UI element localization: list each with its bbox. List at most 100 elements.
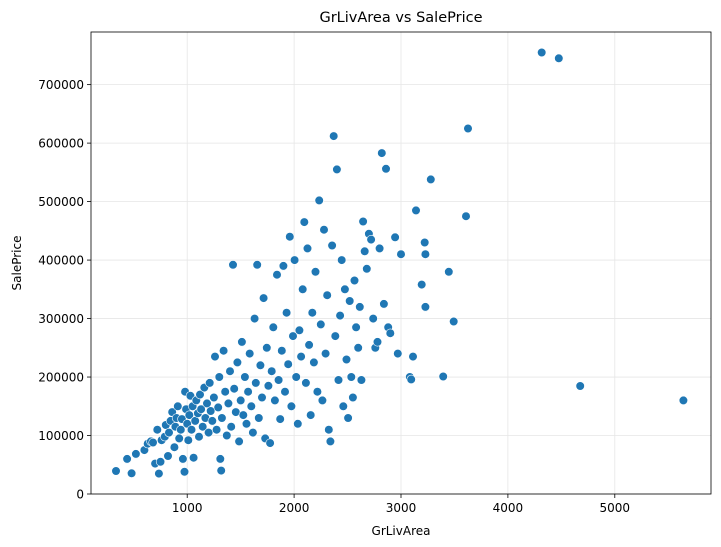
data-point (348, 392, 358, 403)
data-point (241, 419, 252, 429)
data-point (178, 454, 188, 464)
x-tick-label: 2000 (279, 501, 310, 515)
data-point (212, 425, 222, 435)
data-point (345, 296, 355, 306)
data-point (330, 331, 340, 341)
data-point (219, 346, 229, 356)
data-point (277, 346, 287, 356)
x-tick-label: 5000 (600, 501, 631, 515)
data-point (353, 343, 363, 353)
y-tick-label: 300000 (38, 312, 84, 326)
data-point (278, 261, 289, 271)
data-point (322, 290, 332, 300)
data-point (426, 174, 436, 184)
data-point (449, 316, 459, 327)
data-point (209, 392, 219, 403)
data-point (250, 314, 260, 324)
data-point (288, 331, 298, 341)
x-tick-label: 3000 (386, 501, 417, 515)
data-point (372, 337, 383, 347)
data-point (263, 381, 274, 391)
data-point (196, 404, 206, 414)
data-point (355, 302, 365, 312)
data-point (152, 425, 162, 435)
data-point (411, 205, 421, 215)
data-point (340, 284, 350, 294)
data-point (335, 311, 345, 321)
data-point (195, 390, 205, 400)
data-point (296, 352, 306, 362)
data-point (537, 47, 547, 58)
data-point (205, 378, 215, 388)
data-point (246, 401, 256, 411)
y-tick-label: 100000 (38, 429, 84, 443)
data-point (325, 436, 336, 447)
data-point (245, 349, 255, 359)
data-point (316, 319, 326, 330)
data-points (111, 47, 689, 479)
data-point (214, 372, 224, 382)
data-point (377, 148, 387, 158)
data-point (379, 299, 389, 309)
data-point (232, 357, 242, 368)
data-point (282, 308, 292, 318)
data-point (390, 232, 400, 242)
data-point (280, 387, 290, 397)
data-point (366, 235, 376, 245)
data-point (228, 260, 238, 270)
data-point (575, 381, 585, 391)
data-point (163, 451, 173, 461)
data-point (213, 402, 223, 413)
data-point (268, 322, 278, 332)
axes: 1000 2000 3000 4000 5000 0 100000 200000 300000 4… (38, 78, 630, 515)
data-point (438, 371, 448, 382)
data-point (321, 349, 331, 359)
data-point (267, 366, 277, 376)
data-point (127, 468, 137, 478)
data-point (463, 123, 473, 134)
data-point (225, 366, 235, 376)
data-point (337, 255, 347, 265)
data-point (252, 260, 262, 270)
data-point (190, 416, 200, 426)
data-point (216, 466, 226, 476)
data-point (375, 243, 385, 253)
data-point (327, 240, 337, 251)
chart-title: GrLivArea vs SalePrice (319, 10, 482, 26)
data-point (417, 280, 427, 290)
y-tick-label: 200000 (38, 370, 84, 384)
data-point (254, 413, 264, 423)
data-point (309, 357, 319, 368)
data-point (189, 453, 199, 463)
data-point (678, 395, 689, 406)
data-point (243, 387, 253, 397)
data-point (358, 216, 368, 227)
data-point (317, 395, 328, 406)
data-point (215, 454, 225, 464)
data-point (169, 442, 179, 452)
data-point (270, 395, 280, 406)
data-point (302, 243, 313, 253)
data-point (202, 398, 212, 409)
data-point (217, 413, 227, 423)
data-point (444, 267, 454, 277)
data-point (131, 449, 141, 459)
data-point (283, 359, 293, 369)
data-point (237, 337, 247, 347)
y-tick-label: 0 (76, 487, 84, 501)
data-point (338, 401, 348, 411)
data-point (255, 360, 266, 370)
data-point (174, 433, 184, 444)
data-point (265, 438, 275, 448)
data-point (226, 422, 236, 432)
data-point (164, 428, 174, 438)
data-point (206, 406, 216, 416)
data-point (461, 211, 471, 221)
data-point (381, 164, 391, 174)
data-point (554, 53, 564, 63)
data-point (324, 425, 334, 435)
data-point (420, 249, 431, 259)
data-point (301, 378, 311, 388)
data-point (420, 302, 431, 312)
